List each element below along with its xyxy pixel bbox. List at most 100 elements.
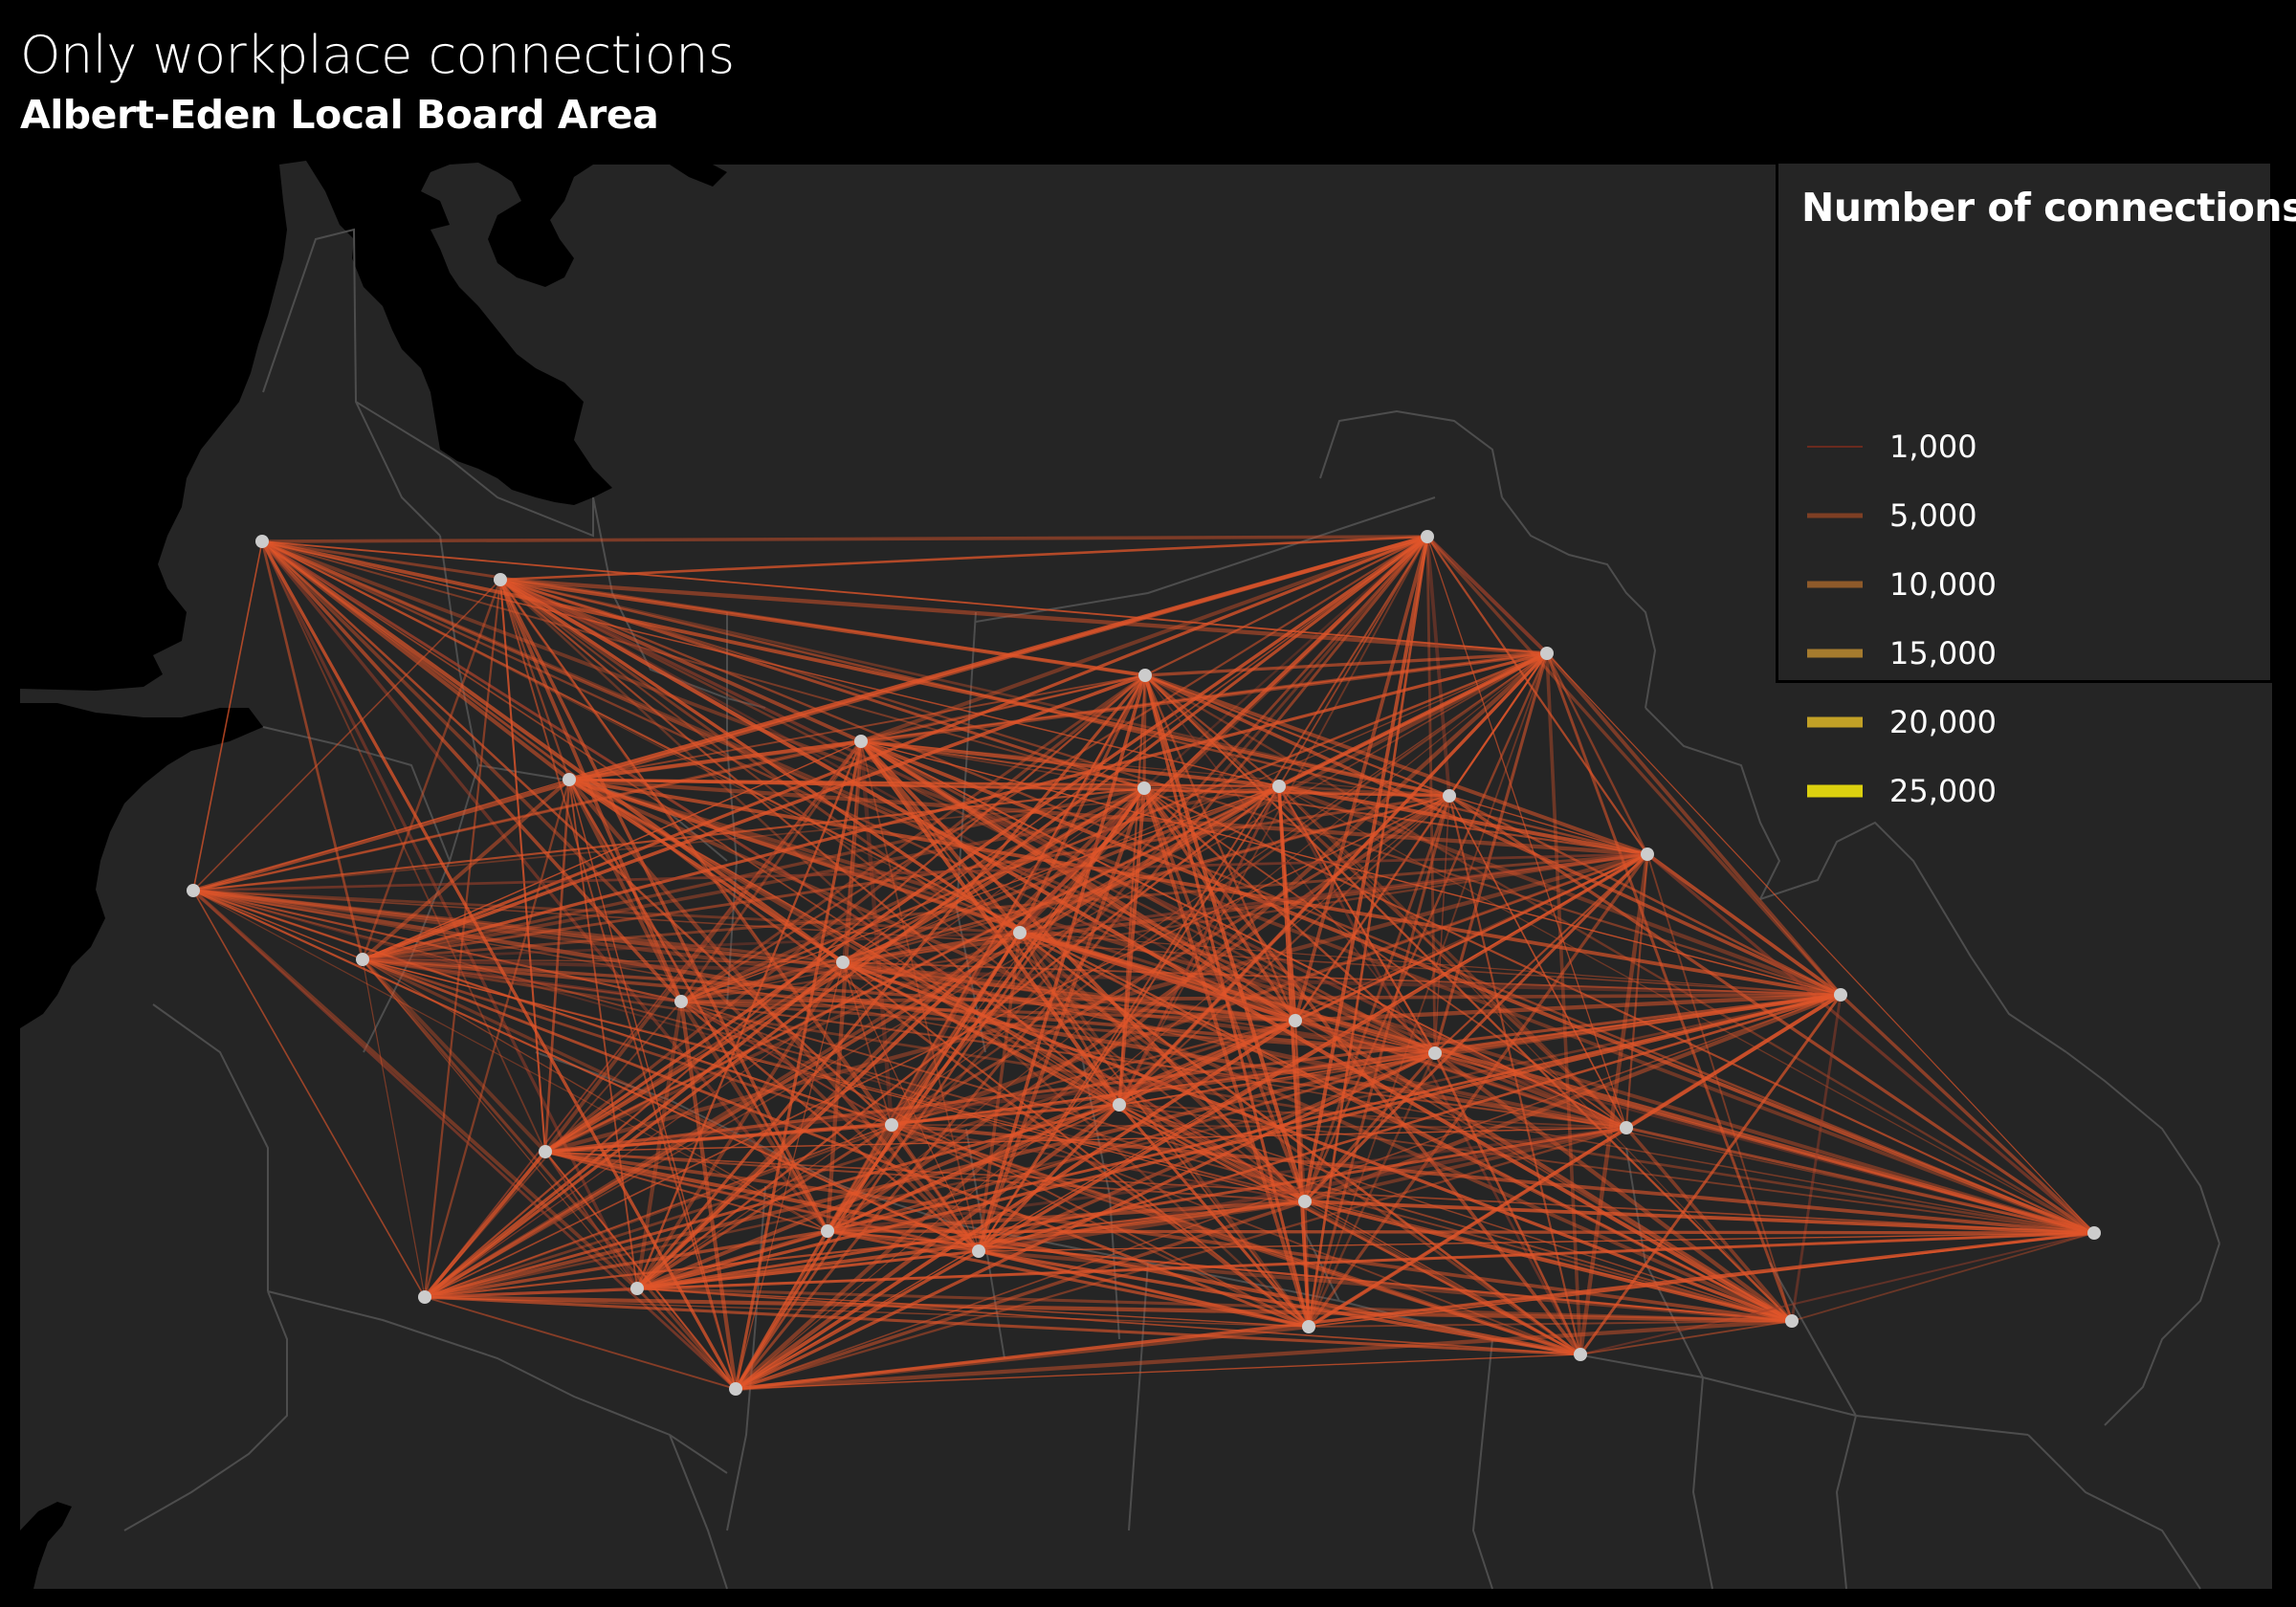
connection-line xyxy=(544,960,844,1154)
connection-line xyxy=(734,787,1146,1390)
area-node xyxy=(854,735,868,748)
connection-line xyxy=(192,890,2095,1234)
connection-line xyxy=(827,1052,1436,1232)
connection-line xyxy=(680,1000,1296,1023)
connection-line xyxy=(568,778,2095,1235)
connection-line xyxy=(424,852,1648,1299)
suburb-boundary xyxy=(2065,1051,2220,1244)
suburb-boundary xyxy=(1835,1415,1857,1590)
connection-line xyxy=(1294,652,1548,1022)
area-node xyxy=(1834,988,1847,1002)
connection-line xyxy=(827,1126,1627,1233)
connection-line xyxy=(424,1296,737,1390)
legend-label: 25,000 xyxy=(1889,773,1997,809)
connection-line xyxy=(680,1000,1436,1055)
connection-line xyxy=(1303,852,1649,1203)
connection-lines xyxy=(191,534,2096,1392)
connection-line xyxy=(424,535,1428,1299)
connection-line xyxy=(261,540,546,1153)
connection-line xyxy=(978,1249,1793,1323)
connection-line xyxy=(860,535,1428,743)
legend-swatch xyxy=(1807,513,1863,518)
connection-line xyxy=(680,852,1648,1003)
connection-line xyxy=(260,539,845,964)
connection-line xyxy=(423,784,1281,1299)
connection-line xyxy=(1294,1020,1627,1129)
connection-line xyxy=(1294,992,1842,1024)
connection-line xyxy=(1019,932,1842,996)
area-node xyxy=(674,995,688,1008)
connection-line xyxy=(680,1001,980,1252)
legend-swatch xyxy=(1807,446,1863,448)
connection-line xyxy=(544,931,1021,1154)
suburb-boundary xyxy=(1691,1376,1713,1590)
connection-line xyxy=(977,932,1022,1252)
connection-line xyxy=(891,794,1450,1127)
connection-line xyxy=(424,1229,828,1299)
connection-line xyxy=(860,739,1280,788)
connection-line xyxy=(680,785,1280,1002)
connection-line xyxy=(192,534,1428,893)
area-node xyxy=(1428,1046,1442,1060)
connection-line xyxy=(423,779,571,1298)
connection-line xyxy=(1143,787,1627,1129)
connection-line xyxy=(499,578,1145,790)
suburb-boundary xyxy=(267,1290,728,1474)
connection-line xyxy=(678,1001,739,1390)
connection-line xyxy=(635,786,1146,1290)
connection-line xyxy=(1304,1200,1793,1323)
connection-line xyxy=(680,1001,893,1126)
connection-line xyxy=(1308,1127,1627,1328)
connection-line xyxy=(361,579,502,960)
connection-line xyxy=(544,1123,893,1154)
connection-line xyxy=(1144,673,2095,1235)
connection-line xyxy=(891,993,1842,1127)
connection-line xyxy=(424,1124,893,1298)
connection-line xyxy=(827,1019,1296,1233)
connection-line xyxy=(842,784,1280,964)
connection-line xyxy=(424,1051,1436,1299)
connection-line xyxy=(891,1124,1310,1328)
connection-line xyxy=(424,1287,638,1299)
connection-line xyxy=(977,651,1549,1253)
connection-line xyxy=(544,1150,980,1253)
connection-line xyxy=(192,889,737,1391)
connection-line xyxy=(636,993,1842,1290)
area-node xyxy=(630,1282,644,1295)
connection-line xyxy=(735,1249,980,1391)
connection-line xyxy=(1303,536,1429,1202)
area-node xyxy=(1289,1014,1302,1027)
connection-line xyxy=(192,890,364,960)
connection-line xyxy=(1304,1200,1581,1355)
connection-line xyxy=(260,539,981,1253)
suburb-boundary xyxy=(1128,1262,1149,1531)
connection-line xyxy=(192,852,1648,892)
suburb-boundary xyxy=(262,726,451,862)
legend-label: 20,000 xyxy=(1889,704,1997,740)
connection-line xyxy=(567,779,683,1002)
connection-line xyxy=(192,889,1436,1055)
connection-line xyxy=(192,890,1306,1202)
suburb-boundary xyxy=(1501,496,1657,709)
suburb-boundary xyxy=(152,1003,269,1291)
connection-line xyxy=(735,1354,1581,1390)
suburb-boundary xyxy=(2104,1243,2220,1426)
connection-line xyxy=(891,1019,1296,1127)
connection-line xyxy=(362,740,862,960)
connection-line xyxy=(362,958,2095,1235)
connection-line xyxy=(499,535,1428,582)
connection-line xyxy=(735,961,844,1390)
connection-line xyxy=(1307,853,1649,1328)
area-node xyxy=(1641,848,1654,861)
area-node xyxy=(255,535,269,548)
connection-line xyxy=(361,958,738,1391)
connection-line xyxy=(680,794,1450,1003)
connection-line xyxy=(1308,1320,1793,1328)
connection-line xyxy=(1278,536,1428,787)
connection-line xyxy=(261,535,1428,543)
suburb-boundary xyxy=(592,496,766,709)
map-subtitle: Albert-Eden Local Board Area xyxy=(20,92,659,138)
area-node xyxy=(1013,926,1027,939)
connection-line xyxy=(680,1001,1581,1355)
connection-line xyxy=(891,1123,1306,1203)
